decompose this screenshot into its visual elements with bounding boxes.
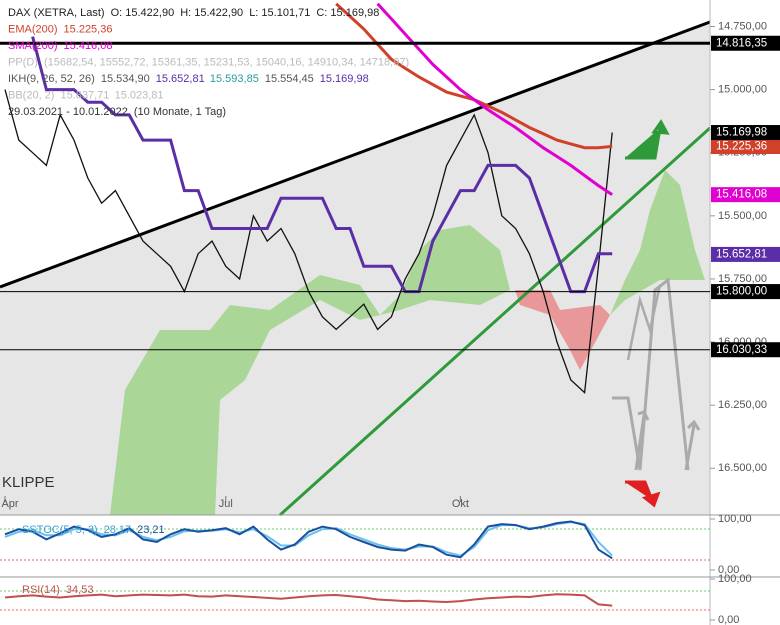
legend-entry: SSTOC(5, 5, 3) 28,17 23,21 <box>22 524 165 536</box>
arrow <box>634 410 650 471</box>
y-tick-label: 15.000,00 <box>718 84 767 96</box>
y-tick-label: 0,00 <box>718 564 739 576</box>
price-label: 15.225,36 <box>716 141 767 153</box>
projection <box>626 284 662 361</box>
legend-entry: IKH(9, 26, 52, 26) 15.534,90 15.652,81 15.5… <box>8 73 369 85</box>
y-tick-label: 15.500,00 <box>718 210 767 222</box>
legend-text: C: 15.169,98 <box>316 7 379 19</box>
series-line <box>31 36 613 294</box>
price-label: 15.416,08 <box>716 189 767 201</box>
legend-entry: EMA(200) 15.225,36 <box>8 23 112 35</box>
x-tick-label: Apr <box>1 498 18 510</box>
price-label: 15.169,98 <box>716 127 767 139</box>
y-tick-label: 0,00 <box>718 614 739 625</box>
price-label-bg <box>711 139 780 155</box>
price-label: 15.800,00 <box>716 286 767 298</box>
annotation: KLIPPE <box>2 474 55 491</box>
ikh-cloud <box>610 170 705 315</box>
series-line <box>4 520 613 560</box>
legend-text: 15.652,81 <box>156 73 205 85</box>
legend-text: 34,53 <box>66 584 94 596</box>
price-label-bg <box>711 342 780 358</box>
legend-text: O: 15.422,90 <box>111 7 175 19</box>
legend-text: DAX (XETRA, Last) <box>8 7 105 19</box>
arrow <box>684 419 701 471</box>
legend-text: 15.023,81 <box>115 89 164 101</box>
legend-text: 15.837,71 <box>60 89 109 101</box>
y-tick-label: 100,00 <box>718 573 752 585</box>
legend-text: RSI(14) <box>22 584 60 596</box>
legend-text: 23,21 <box>137 524 165 536</box>
legend-entry: DAX (XETRA, Last) O: 15.422,90 H: 15.422,9… <box>8 7 379 19</box>
y-tick-label: 14.750,00 <box>718 20 767 32</box>
legend-text: 15.416,08 <box>64 40 113 52</box>
legend-text: H: 15.422,90 <box>180 7 243 19</box>
price-label-bg <box>711 35 780 51</box>
price-label-bg <box>711 125 780 141</box>
legend-text: 15.169,98 <box>320 73 369 85</box>
price-label: 16.030,33 <box>716 344 767 356</box>
price-label-bg <box>711 246 780 262</box>
legend-text: 15.554,45 <box>265 73 314 85</box>
series-line <box>376 2 614 196</box>
legend-text: (15682,54, 15552,72, 15361,35, 15231,53,… <box>44 56 409 68</box>
price-label-bg <box>711 187 780 203</box>
legend-text: (10 Monate, 1 Tag) <box>134 106 226 118</box>
legend-text: EMA(200) <box>8 23 58 35</box>
x-tick-label: Jul <box>219 498 233 510</box>
legend-text: 15.225,36 <box>64 23 113 35</box>
legend-entry: SMA(200) 15.416,08 <box>8 40 112 52</box>
legend-text: 15.534,90 <box>101 73 150 85</box>
projection <box>612 277 690 471</box>
legend-text: BB(20, 2) <box>8 89 54 101</box>
price-label: 14.816,35 <box>716 37 767 49</box>
y-tick-label: 16.250,00 <box>718 399 767 411</box>
price-label-bg <box>711 284 780 300</box>
legend-text: 29.03.2021 - 10.01.2022 <box>8 106 128 118</box>
legend-text: L: 15.101,71 <box>249 7 310 19</box>
y-tick-label: 16.500,00 <box>718 462 767 474</box>
ikh-cloud <box>110 225 510 515</box>
arrow-down <box>625 480 661 508</box>
legend-entry: PP(D) (15682,54, 15552,72, 15361,35, 1523… <box>8 56 409 68</box>
legend-text: SMA(200) <box>8 40 58 52</box>
legend-text: 28,17 <box>104 524 132 536</box>
trend-line <box>278 126 712 517</box>
legend-entry: RSI(14) 34,53 <box>22 584 93 596</box>
legend-text: PP(D) <box>8 56 38 68</box>
y-tick-label: 100,00 <box>718 513 752 525</box>
legend-entry: 29.03.2021 - 10.01.2022 (10 Monate, 1 Tag… <box>8 106 226 118</box>
legend-text: 15.593,85 <box>210 73 259 85</box>
series-line <box>4 593 613 607</box>
legend-entry: BB(20, 2) 15.837,71 15.023,81 <box>8 89 164 101</box>
y-tick-label: 15.750,00 <box>718 273 767 285</box>
arrow-up <box>625 119 670 160</box>
trend-line <box>0 20 711 289</box>
x-tick-label: Okt <box>452 498 469 510</box>
price-label: 15.652,81 <box>716 248 767 260</box>
legend-text: IKH(9, 26, 52, 26) <box>8 73 95 85</box>
legend-text: SSTOC(5, 5, 3) <box>22 524 98 536</box>
